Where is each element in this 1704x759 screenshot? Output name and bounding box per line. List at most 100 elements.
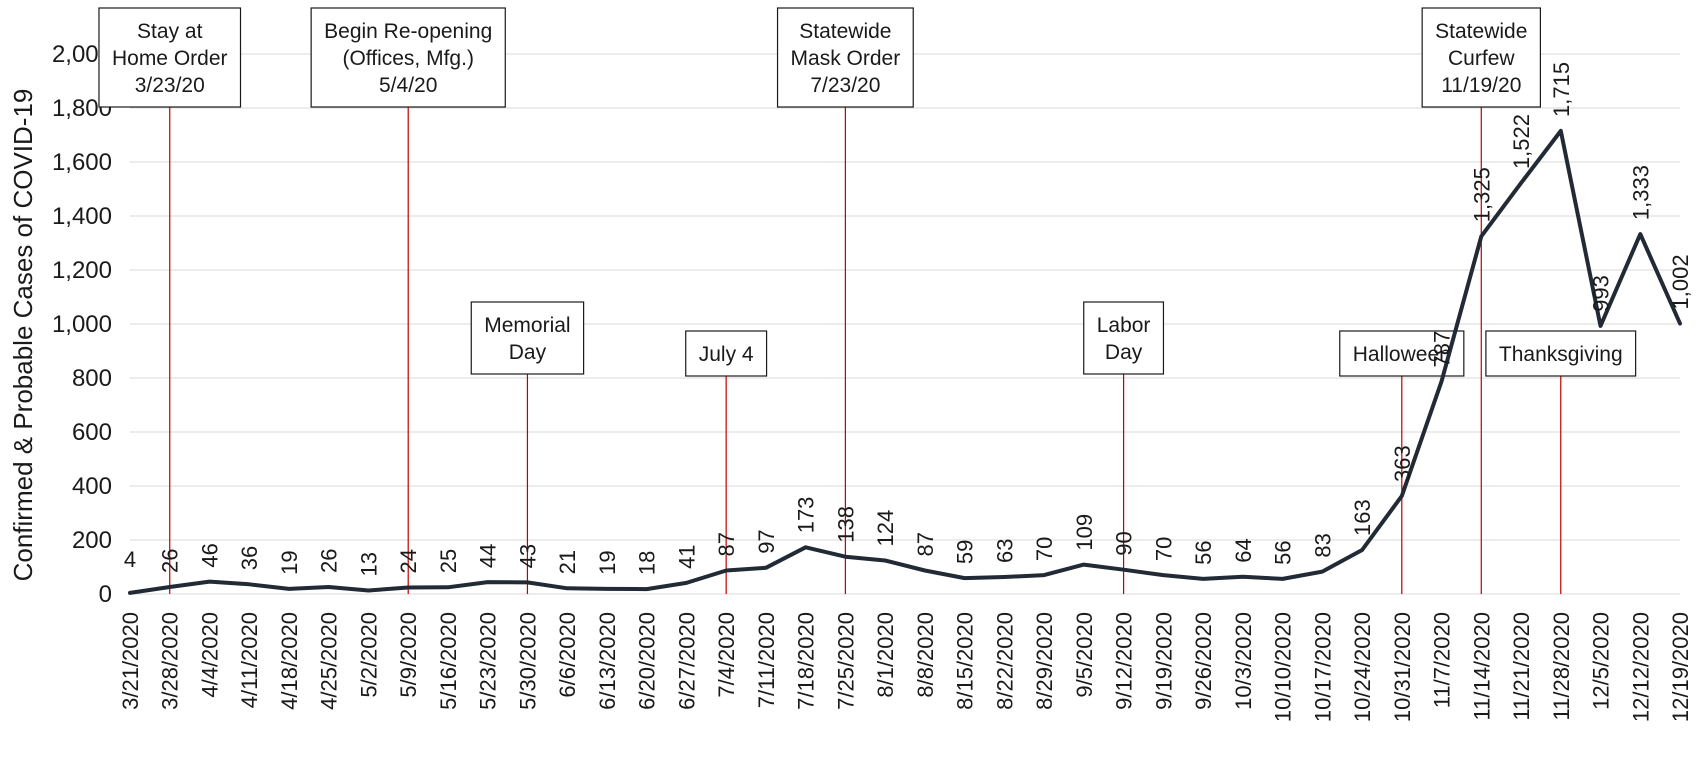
cases-series-line — [128, 128, 1682, 595]
data-label: 41 — [674, 544, 699, 568]
x-tick-label: 8/1/2020 — [873, 612, 898, 698]
annotation-text: 11/19/20 — [1441, 74, 1521, 97]
x-tick-label: 12/5/2020 — [1589, 612, 1614, 710]
data-label: 173 — [794, 497, 819, 534]
x-tick-label: 6/13/2020 — [595, 612, 620, 710]
x-tick-label: 12/19/2020 — [1668, 612, 1693, 722]
y-tick-label: 1,600 — [52, 149, 112, 176]
annotation-text: 7/23/20 — [810, 74, 880, 97]
x-tick-label: 8/29/2020 — [1032, 612, 1057, 710]
annotation-frame — [1485, 330, 1637, 377]
annotation-frame — [470, 301, 585, 375]
y-tick-label: 1,400 — [52, 203, 112, 230]
x-tick-label: 8/15/2020 — [953, 612, 978, 710]
data-label: 1,325 — [1469, 167, 1494, 222]
data-label: 46 — [197, 543, 222, 567]
data-label: 363 — [1390, 445, 1415, 482]
annotation-box: Stay at Home Order 3/23/20 — [98, 7, 242, 108]
x-tick-label: 7/18/2020 — [794, 612, 819, 710]
y-tick-label: 1,200 — [52, 257, 112, 284]
x-tick-label: 3/21/2020 — [118, 612, 143, 710]
data-label: 90 — [1112, 531, 1137, 555]
annotation-text: Home Order — [112, 47, 228, 70]
annotation-text: Memorial — [484, 314, 570, 337]
x-tick-label: 7/4/2020 — [714, 612, 739, 698]
data-label: 97 — [754, 529, 779, 553]
annotation-frame — [1083, 301, 1165, 375]
data-label: 25 — [436, 549, 461, 573]
x-tick-label: 10/24/2020 — [1350, 612, 1375, 722]
data-label: 56 — [1191, 540, 1216, 564]
annotation-box: Statewide Curfew 11/19/20 — [1421, 7, 1541, 108]
data-label: 24 — [396, 549, 421, 573]
event-annotations: Stay at Home Order 3/23/20 Begin Re-opening… — [98, 7, 1637, 377]
data-label: 1,715 — [1549, 62, 1574, 117]
annotation-text: Day — [509, 341, 547, 364]
data-label: 26 — [158, 548, 183, 572]
data-label: 4 — [124, 547, 136, 572]
annotation-text: Stay at — [137, 20, 203, 43]
data-label: 59 — [953, 540, 978, 564]
data-label: 43 — [515, 544, 540, 568]
x-tick-label: 5/2/2020 — [356, 612, 381, 698]
x-tick-label: 5/23/2020 — [476, 612, 501, 710]
event-lines — [169, 107, 1562, 594]
x-tick-label: 11/28/2020 — [1549, 612, 1574, 720]
y-axis-ticks: 02004006008001,0001,2001,4001,6001,8002,… — [52, 41, 112, 608]
data-label: 70 — [1032, 537, 1057, 561]
data-label: 19 — [277, 550, 302, 574]
y-tick-label: 1,000 — [52, 311, 112, 338]
x-tick-label: 11/21/2020 — [1509, 612, 1534, 720]
x-tick-label: 11/7/2020 — [1430, 612, 1455, 708]
annotation-frame — [310, 7, 506, 108]
data-label: 56 — [1271, 540, 1296, 564]
annotation-text: 5/4/20 — [379, 74, 437, 97]
data-labels: 4 26 46 36 19 26 13 24 25 44 43 21 19 18 41 87 97 173 138 1… — [124, 62, 1693, 577]
data-label: 87 — [714, 532, 739, 556]
x-tick-label: 10/31/2020 — [1390, 612, 1415, 722]
annotation-text: Statewide — [799, 20, 891, 43]
annotation-box: Memorial Day — [470, 301, 585, 375]
annotation-frame — [685, 330, 768, 377]
data-label: 993 — [1589, 275, 1614, 312]
data-label: 18 — [635, 551, 660, 575]
annotation-text: July 4 — [699, 343, 754, 366]
x-tick-label: 9/26/2020 — [1191, 612, 1216, 710]
gridlines — [130, 53, 1680, 595]
x-tick-label: 10/17/2020 — [1310, 612, 1335, 722]
x-tick-label: 7/11/2020 — [754, 612, 779, 708]
data-label: 109 — [1072, 514, 1097, 551]
annotation-text: 3/23/20 — [135, 74, 205, 97]
x-tick-label: 5/30/2020 — [515, 612, 540, 710]
x-tick-label: 9/5/2020 — [1072, 612, 1097, 698]
x-tick-label: 10/3/2020 — [1231, 612, 1256, 710]
data-label: 44 — [476, 544, 501, 568]
x-tick-label: 8/8/2020 — [913, 612, 938, 698]
data-label: 138 — [833, 506, 858, 543]
y-tick-label: 400 — [72, 473, 112, 500]
data-label: 1,002 — [1668, 254, 1693, 309]
x-tick-label: 6/20/2020 — [635, 612, 660, 710]
x-tick-label: 4/18/2020 — [277, 612, 302, 710]
annotation-box: Begin Re-opening (Offices, Mfg.) 5/4/20 — [310, 7, 506, 108]
annotation-box: Statewide Mask Order 7/23/20 — [776, 7, 914, 108]
x-tick-label: 6/6/2020 — [555, 612, 580, 698]
x-tick-label: 12/12/2020 — [1628, 612, 1653, 722]
x-tick-label: 4/4/2020 — [197, 612, 222, 698]
annotation-text: Halloween — [1353, 343, 1451, 366]
annotation-box: July 4 — [685, 330, 768, 377]
x-tick-label: 5/16/2020 — [436, 612, 461, 710]
data-label: 163 — [1350, 499, 1375, 536]
data-label: 64 — [1231, 538, 1256, 562]
annotation-box: Labor Day — [1083, 301, 1165, 375]
data-label: 26 — [317, 548, 342, 572]
data-label: 787 — [1430, 331, 1455, 368]
x-tick-label: 4/25/2020 — [317, 612, 342, 710]
x-tick-label: 4/11/2020 — [237, 612, 262, 708]
annotation-text: (Offices, Mfg.) — [342, 47, 473, 70]
y-tick-label: 200 — [72, 527, 112, 554]
x-tick-label: 10/10/2020 — [1271, 612, 1296, 722]
data-label: 36 — [237, 546, 262, 570]
x-tick-label: 6/27/2020 — [674, 612, 699, 710]
